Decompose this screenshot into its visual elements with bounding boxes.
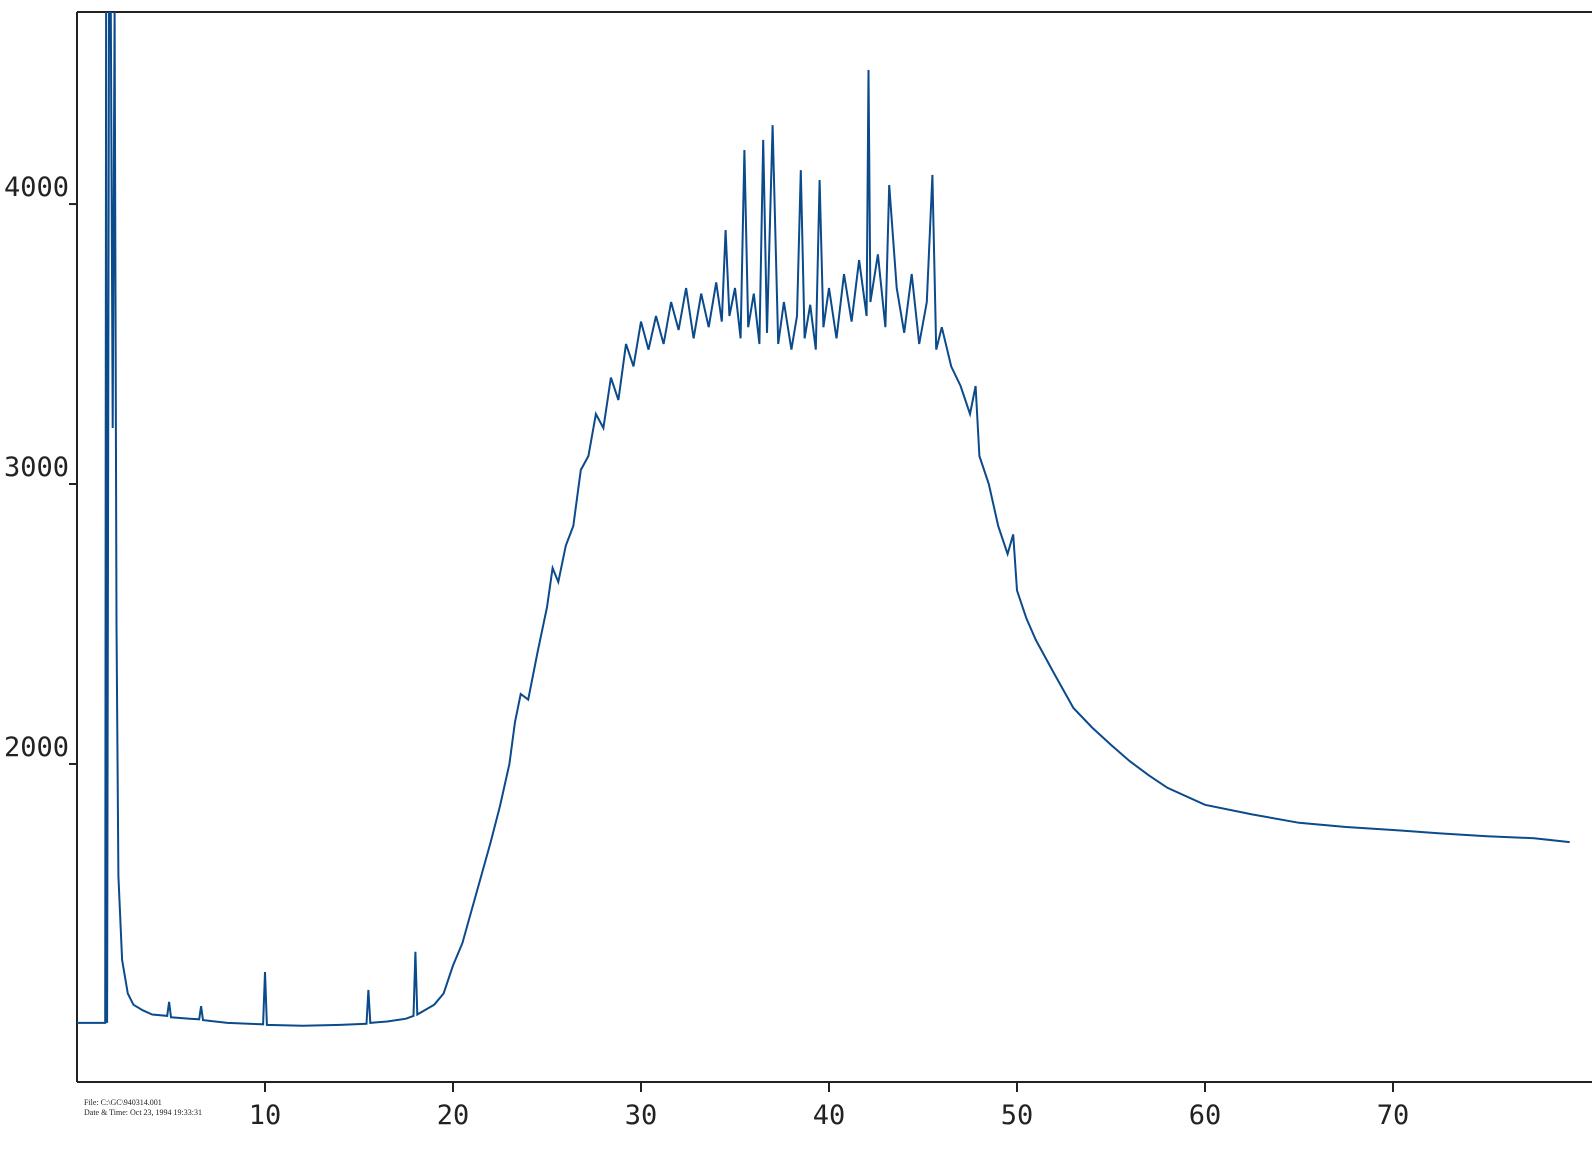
- file-annotation: File: C:\GC\940314.001: [84, 1098, 162, 1107]
- x-tick-label: 30: [625, 1100, 658, 1131]
- y-tick-label: 3000: [4, 452, 69, 483]
- y-tick-label: 4000: [4, 172, 69, 203]
- x-tick-label: 70: [1377, 1100, 1410, 1131]
- x-tick-label: 60: [1189, 1100, 1222, 1131]
- y-tick-label: 2000: [4, 732, 69, 763]
- x-tick-label: 20: [437, 1100, 470, 1131]
- chromatogram-line: [77, 12, 1570, 1027]
- x-tick-label: 40: [813, 1100, 846, 1131]
- x-tick-label: 50: [1001, 1100, 1034, 1131]
- x-tick-label: 10: [249, 1100, 282, 1131]
- date-annotation: Date & Time: Oct 23, 1994 19:33:31: [84, 1108, 202, 1117]
